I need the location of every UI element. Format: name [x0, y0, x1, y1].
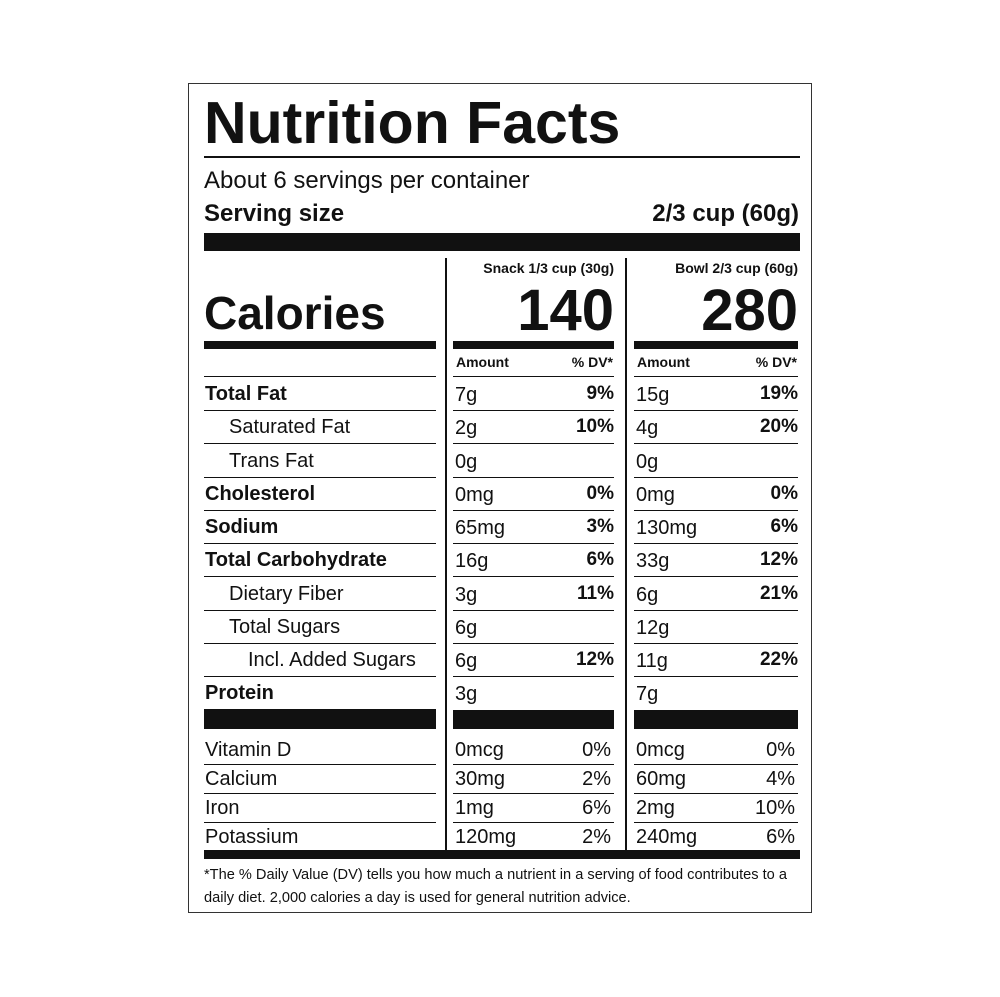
label-border [188, 83, 812, 913]
rule [204, 609, 436, 611]
rule [204, 476, 436, 478]
rule [445, 258, 447, 852]
rule [204, 543, 436, 544]
rule [634, 376, 798, 377]
rule [453, 543, 614, 544]
rule [204, 793, 436, 794]
rule [625, 258, 627, 852]
rule [634, 543, 798, 544]
rule [204, 156, 800, 158]
rule [204, 233, 800, 251]
rule [453, 410, 614, 411]
rule [204, 341, 436, 349]
rule [634, 443, 798, 445]
rule [204, 410, 436, 411]
rule [204, 676, 436, 677]
rule [634, 476, 798, 478]
rule [453, 642, 614, 644]
rule [453, 609, 614, 611]
rule [204, 710, 436, 729]
rule [204, 764, 436, 765]
rule [204, 376, 436, 377]
rule [453, 341, 614, 349]
rule [204, 443, 436, 445]
rule [453, 710, 614, 729]
rule [453, 476, 614, 478]
rule [453, 793, 614, 794]
rule [634, 764, 798, 765]
rule [634, 642, 798, 644]
rule [204, 509, 436, 511]
rule [204, 576, 436, 578]
rule [453, 822, 614, 823]
rule [453, 764, 614, 765]
rule [634, 410, 798, 411]
rule [204, 850, 800, 859]
rule [204, 642, 436, 644]
rule [634, 710, 798, 729]
rule [204, 709, 436, 711]
rule [204, 822, 436, 823]
rule [634, 676, 798, 677]
rule [634, 609, 798, 611]
footnote: *The % Daily Value (DV) tells you how mu… [204, 867, 787, 906]
rule [634, 341, 798, 349]
rule [453, 376, 614, 377]
rule [453, 443, 614, 445]
rule [453, 676, 614, 677]
rule [634, 822, 798, 823]
rule [634, 793, 798, 794]
rule [634, 509, 798, 511]
rule [453, 509, 614, 511]
rule [453, 576, 614, 578]
rule [634, 576, 798, 578]
